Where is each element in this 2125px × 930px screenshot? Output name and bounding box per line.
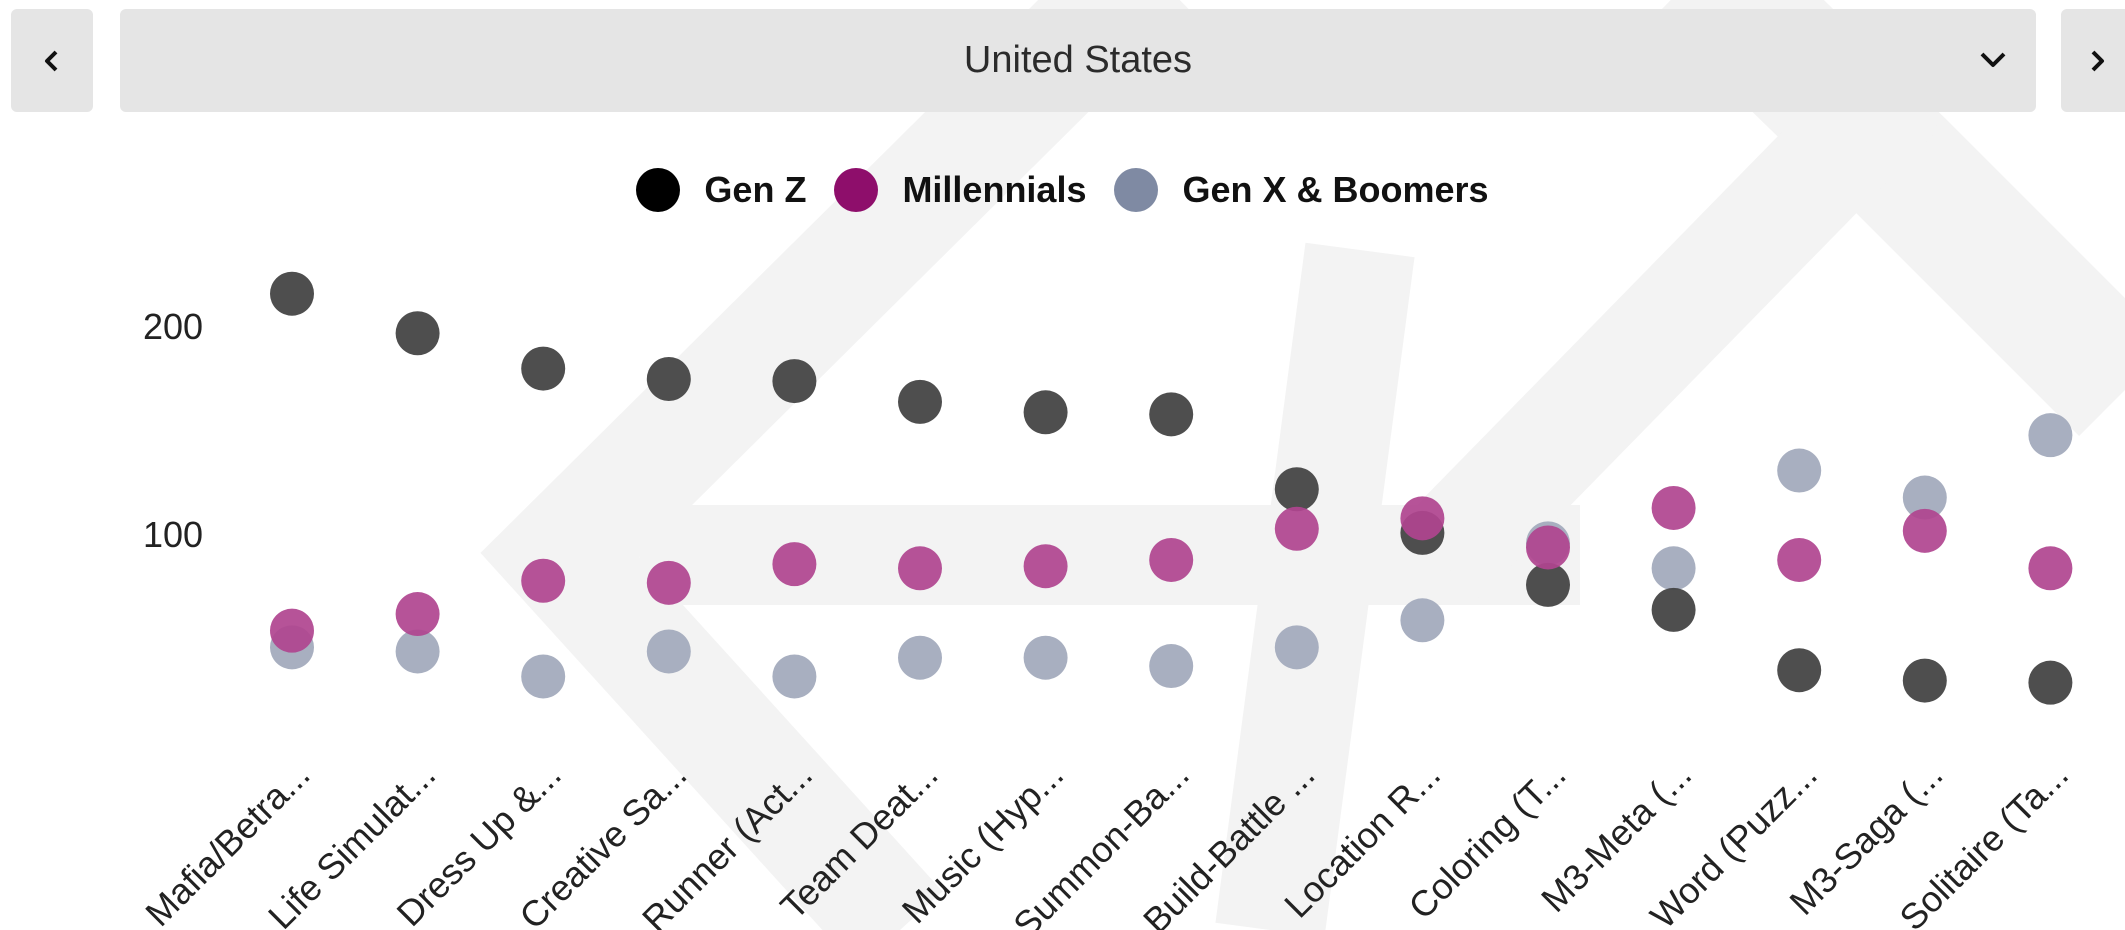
dot-millennials[interactable] (1274, 506, 1319, 551)
legend-item-gen-x-boomers[interactable]: Gen X & Boomers (1114, 168, 1489, 212)
dot-gen-x-boomers[interactable] (2028, 413, 2073, 458)
legend-swatch (1114, 168, 1159, 212)
dot-gen-x-boomers[interactable] (646, 629, 691, 674)
dot-gen-z[interactable] (1023, 390, 1068, 435)
dot-gen-z[interactable] (772, 359, 817, 404)
dot-millennials[interactable] (646, 560, 691, 605)
dot-gen-z[interactable] (646, 357, 691, 401)
chevron-down-icon (1980, 52, 2006, 67)
dot-gen-z[interactable] (1651, 587, 1696, 632)
dot-millennials[interactable] (1149, 537, 1194, 582)
selected-country: United States (963, 39, 1193, 81)
dot-gen-x-boomers[interactable] (1149, 644, 1194, 689)
dot-millennials[interactable] (1651, 485, 1696, 530)
chevron-left-icon (45, 50, 58, 71)
dot-gen-z[interactable] (2028, 660, 2073, 705)
legend-label: Millennials (902, 169, 1087, 210)
dot-gen-x-boomers[interactable] (521, 654, 566, 699)
dot-gen-z[interactable] (521, 346, 566, 391)
dot-millennials[interactable] (270, 608, 314, 653)
legend-label: Gen X & Boomers (1182, 169, 1489, 210)
dot-millennials[interactable] (1777, 537, 1822, 582)
dot-gen-x-boomers[interactable] (1274, 625, 1319, 670)
legend-item-millennials[interactable]: Millennials (834, 168, 1086, 212)
country-select[interactable]: United States (120, 9, 2036, 112)
dot-gen-x-boomers[interactable] (1023, 635, 1068, 680)
dot-gen-z[interactable] (1274, 467, 1319, 512)
dot-gen-x-boomers[interactable] (1777, 448, 1822, 493)
dot-gen-x-boomers[interactable] (1400, 598, 1445, 643)
dot-millennials[interactable] (395, 592, 440, 637)
dot-gen-x-boomers[interactable] (898, 635, 942, 680)
dot-millennials[interactable] (1526, 525, 1570, 570)
y-tick-label: 100 (143, 514, 203, 555)
dot-gen-x-boomers[interactable] (1902, 475, 1947, 520)
dot-gen-z[interactable] (1777, 648, 1822, 693)
legend-item-gen-z[interactable]: Gen Z (636, 168, 806, 212)
chart-legend: Gen Z Millennials Gen X & Boomers (0, 160, 2125, 220)
dot-millennials[interactable] (772, 542, 817, 587)
dot-millennials[interactable] (1023, 544, 1068, 589)
dot-gen-z[interactable] (1149, 392, 1194, 437)
legend-swatch (834, 168, 879, 212)
dot-millennials[interactable] (521, 558, 566, 603)
dot-millennials[interactable] (2028, 546, 2073, 591)
legend-swatch (636, 168, 681, 212)
next-button[interactable] (2061, 9, 2125, 112)
dot-gen-x-boomers[interactable] (395, 629, 440, 674)
chevron-right-icon (2091, 50, 2104, 71)
dot-gen-z[interactable] (898, 379, 942, 424)
previous-button[interactable] (11, 9, 93, 112)
y-tick-label: 200 (143, 306, 203, 347)
dot-millennials[interactable] (1902, 508, 1947, 553)
dot-millennials[interactable] (898, 546, 942, 591)
dot-gen-z[interactable] (395, 311, 440, 356)
dot-millennials[interactable] (1400, 496, 1445, 541)
dot-gen-z[interactable] (270, 271, 314, 316)
dot-gen-z[interactable] (1526, 562, 1570, 607)
dot-gen-x-boomers[interactable] (772, 654, 817, 699)
dot-gen-x-boomers[interactable] (1651, 546, 1696, 591)
dot-gen-z[interactable] (1902, 658, 1947, 703)
legend-label: Gen Z (704, 169, 807, 210)
